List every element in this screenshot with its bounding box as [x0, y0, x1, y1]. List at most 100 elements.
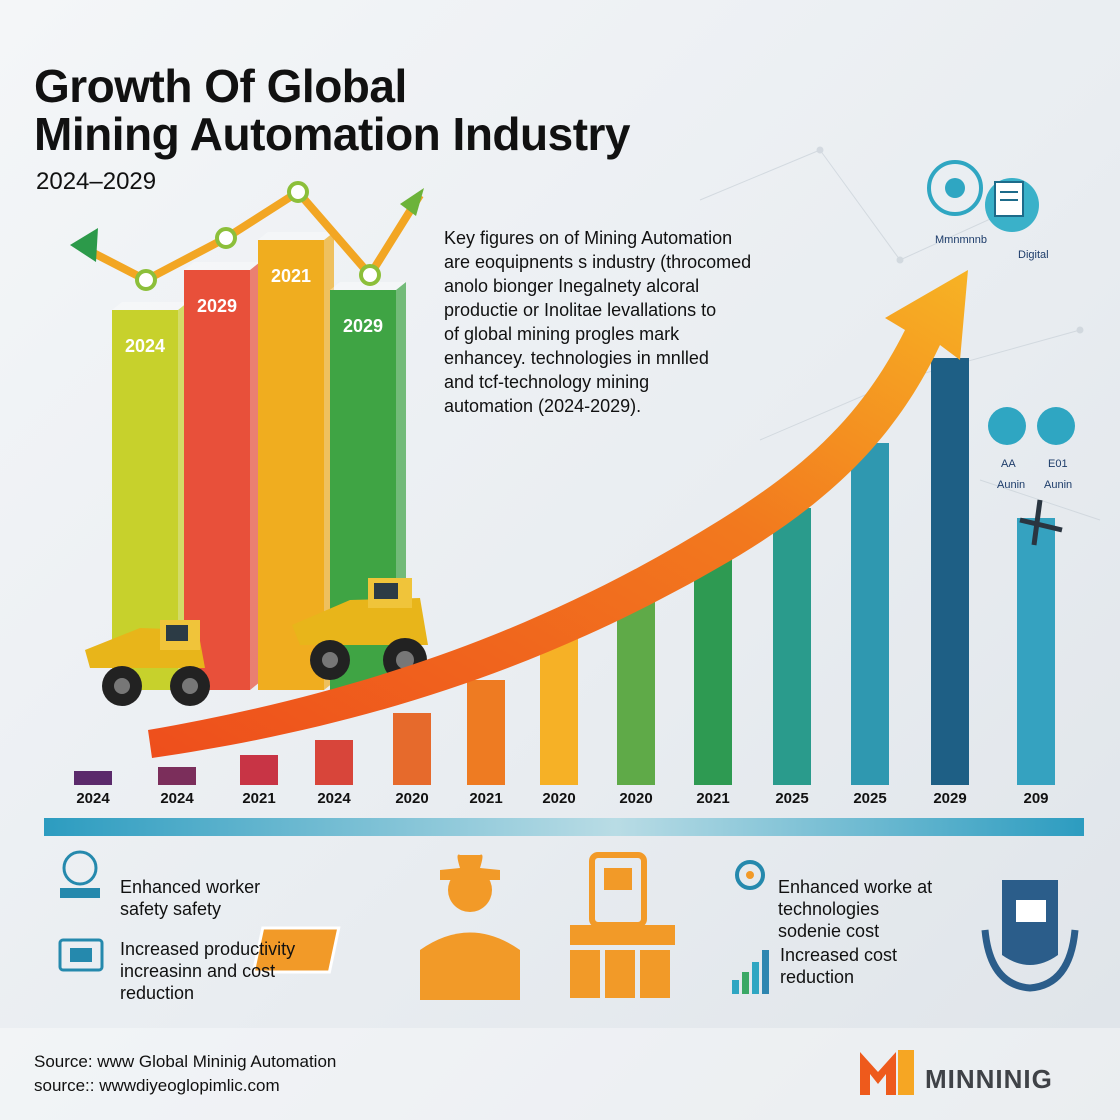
feature-text: Increased productivity [120, 939, 296, 959]
bottom-bar [694, 550, 732, 785]
mining-gear-icon [927, 160, 983, 216]
top-right-icons: Mmnmnnb Digital [927, 160, 1049, 261]
trend-node [359, 264, 381, 286]
icon-label-mid-right-2: Aunin [1044, 479, 1072, 491]
bottom-bar [74, 771, 112, 785]
worker-icon [988, 407, 1026, 445]
x-tick-label: 2029 [933, 790, 966, 807]
x-tick-label: 2024 [160, 790, 194, 807]
mid-right-icons: AA Aunin E01 Aunin [988, 407, 1075, 546]
bar-top [330, 282, 406, 290]
bar-growth-icon [732, 950, 769, 994]
title-line-2: Mining Automation Industry [34, 108, 631, 160]
worker-safety-icon [60, 850, 100, 898]
feature-text: Increased cost [780, 945, 898, 965]
desc-line-8: automation (2024-2029). [444, 396, 642, 416]
trend-arrow-left [70, 228, 98, 262]
source-line-1: Source: www Global Mininig Automation [34, 1052, 337, 1071]
source-footer: Source: www Global Mininig Automation so… [34, 1050, 336, 1098]
bar-top [112, 302, 188, 310]
trend-node [287, 181, 309, 203]
separator-band [44, 818, 1084, 836]
bottom-bar [851, 443, 889, 785]
bottom-bar [931, 358, 969, 785]
desc-line-6: enhancey. technologies in mnlled [444, 348, 709, 368]
desc-line-3: anolo bionger Inegalnety alcoral [444, 276, 700, 296]
feature-worker-safety: Enhanced worker safety safety [120, 876, 260, 920]
bar-label: 2021 [271, 266, 311, 286]
feature-cost-reduction: Increased cost reduction [780, 944, 897, 988]
x-tick-label: 2025 [775, 790, 808, 807]
x-tick-label: 2021 [469, 790, 502, 807]
x-tick-label: 209 [1023, 790, 1048, 807]
bar-top [258, 232, 334, 240]
trend-node [215, 227, 237, 249]
top-trend-line [70, 181, 424, 291]
pickaxe-icon [1019, 499, 1063, 546]
bottom-bar [773, 508, 811, 785]
desc-line-1: Key figures on of Mining Automation [444, 228, 733, 248]
brand-name: MINNINIG [925, 1064, 1053, 1094]
bottom-bar [467, 680, 505, 785]
productivity-monitor-icon [58, 938, 104, 972]
x-tick-label: 2024 [76, 790, 110, 807]
x-tick-label: 2020 [395, 790, 428, 807]
feature-text: reduction [780, 967, 855, 987]
x-tick-label: 2025 [853, 790, 886, 807]
bottom-bar [158, 767, 196, 785]
page-subtitle: 2024–2029 [36, 168, 157, 195]
page-title: Growth Of Global Mining Automation Indus… [34, 60, 631, 160]
bar-side [250, 262, 260, 690]
icon-label-mid-left-1: AA [1001, 458, 1016, 470]
trend-arrow-right [400, 188, 424, 216]
feature-icons [58, 850, 1079, 1000]
bottom-bar [240, 755, 278, 785]
bar-label: 2024 [125, 336, 165, 356]
feature-text: reduction [120, 983, 195, 1003]
mining-machine-icon [570, 852, 675, 998]
desc-line-4: productie or Inolitae levallations to [444, 300, 717, 320]
icon-label-mid-left-2: Aunin [997, 479, 1025, 491]
icon-label-top-right: Digital [1018, 249, 1049, 261]
shield-hand-icon [981, 880, 1079, 992]
desc-line-7: and tcf-technology mining [444, 372, 650, 392]
icon-label-top-left: Mmnmnnb [935, 234, 987, 246]
x-tick-label: 2021 [696, 790, 729, 807]
x-tick-label: 2021 [242, 790, 275, 807]
bar-2021 [258, 240, 324, 690]
title-line-1: Growth Of Global [34, 60, 407, 112]
feature-text: Enhanced worker [120, 877, 261, 897]
x-tick-label: 2024 [317, 790, 351, 807]
footer-band [0, 1028, 1120, 1120]
trend-node [135, 269, 157, 291]
x-tick-label: 2020 [542, 790, 575, 807]
excavator-icon [1037, 407, 1075, 445]
bar-label: 2029 [197, 296, 237, 316]
source-line-2: source:: wwwdiyeoglopimlic.com [34, 1076, 280, 1095]
desc-line-2: are eoquipnents s industry (throcomed [444, 252, 752, 272]
trend-polyline [76, 188, 424, 284]
gear-network-icon [735, 860, 765, 890]
bottom-bar [1017, 518, 1055, 785]
bottom-bar [540, 635, 578, 785]
x-axis-ticks: 2024 2024 2021 2024 2020 2021 2020 2020 2021 2025… [76, 790, 1048, 807]
brand-logo-icon [860, 1050, 914, 1095]
x-tick-label: 2020 [619, 790, 652, 807]
engineer-laptop-icon [251, 854, 520, 1000]
icon-label-mid-right-1: E01 [1048, 458, 1068, 470]
bottom-bar [393, 713, 431, 785]
feature-text: safety safety [120, 899, 222, 919]
feature-technologies: Enhanced worke at technologies sodenie c… [778, 876, 932, 942]
bar-top [184, 262, 260, 270]
key-figures-text: Key figures on of Mining Automation are … [444, 226, 814, 418]
bar-label: 2029 [343, 316, 383, 336]
feature-text: sodenie cost [778, 921, 880, 941]
bottom-bar-group [74, 358, 1055, 785]
feature-text: Enhanced worke at [778, 877, 933, 897]
desc-line-5: of global mining progles mark [444, 324, 680, 344]
mining-truck-left [85, 620, 210, 706]
bottom-bar [617, 595, 655, 785]
bottom-bar [315, 740, 353, 785]
feature-text: increasinn and cost [120, 961, 276, 981]
